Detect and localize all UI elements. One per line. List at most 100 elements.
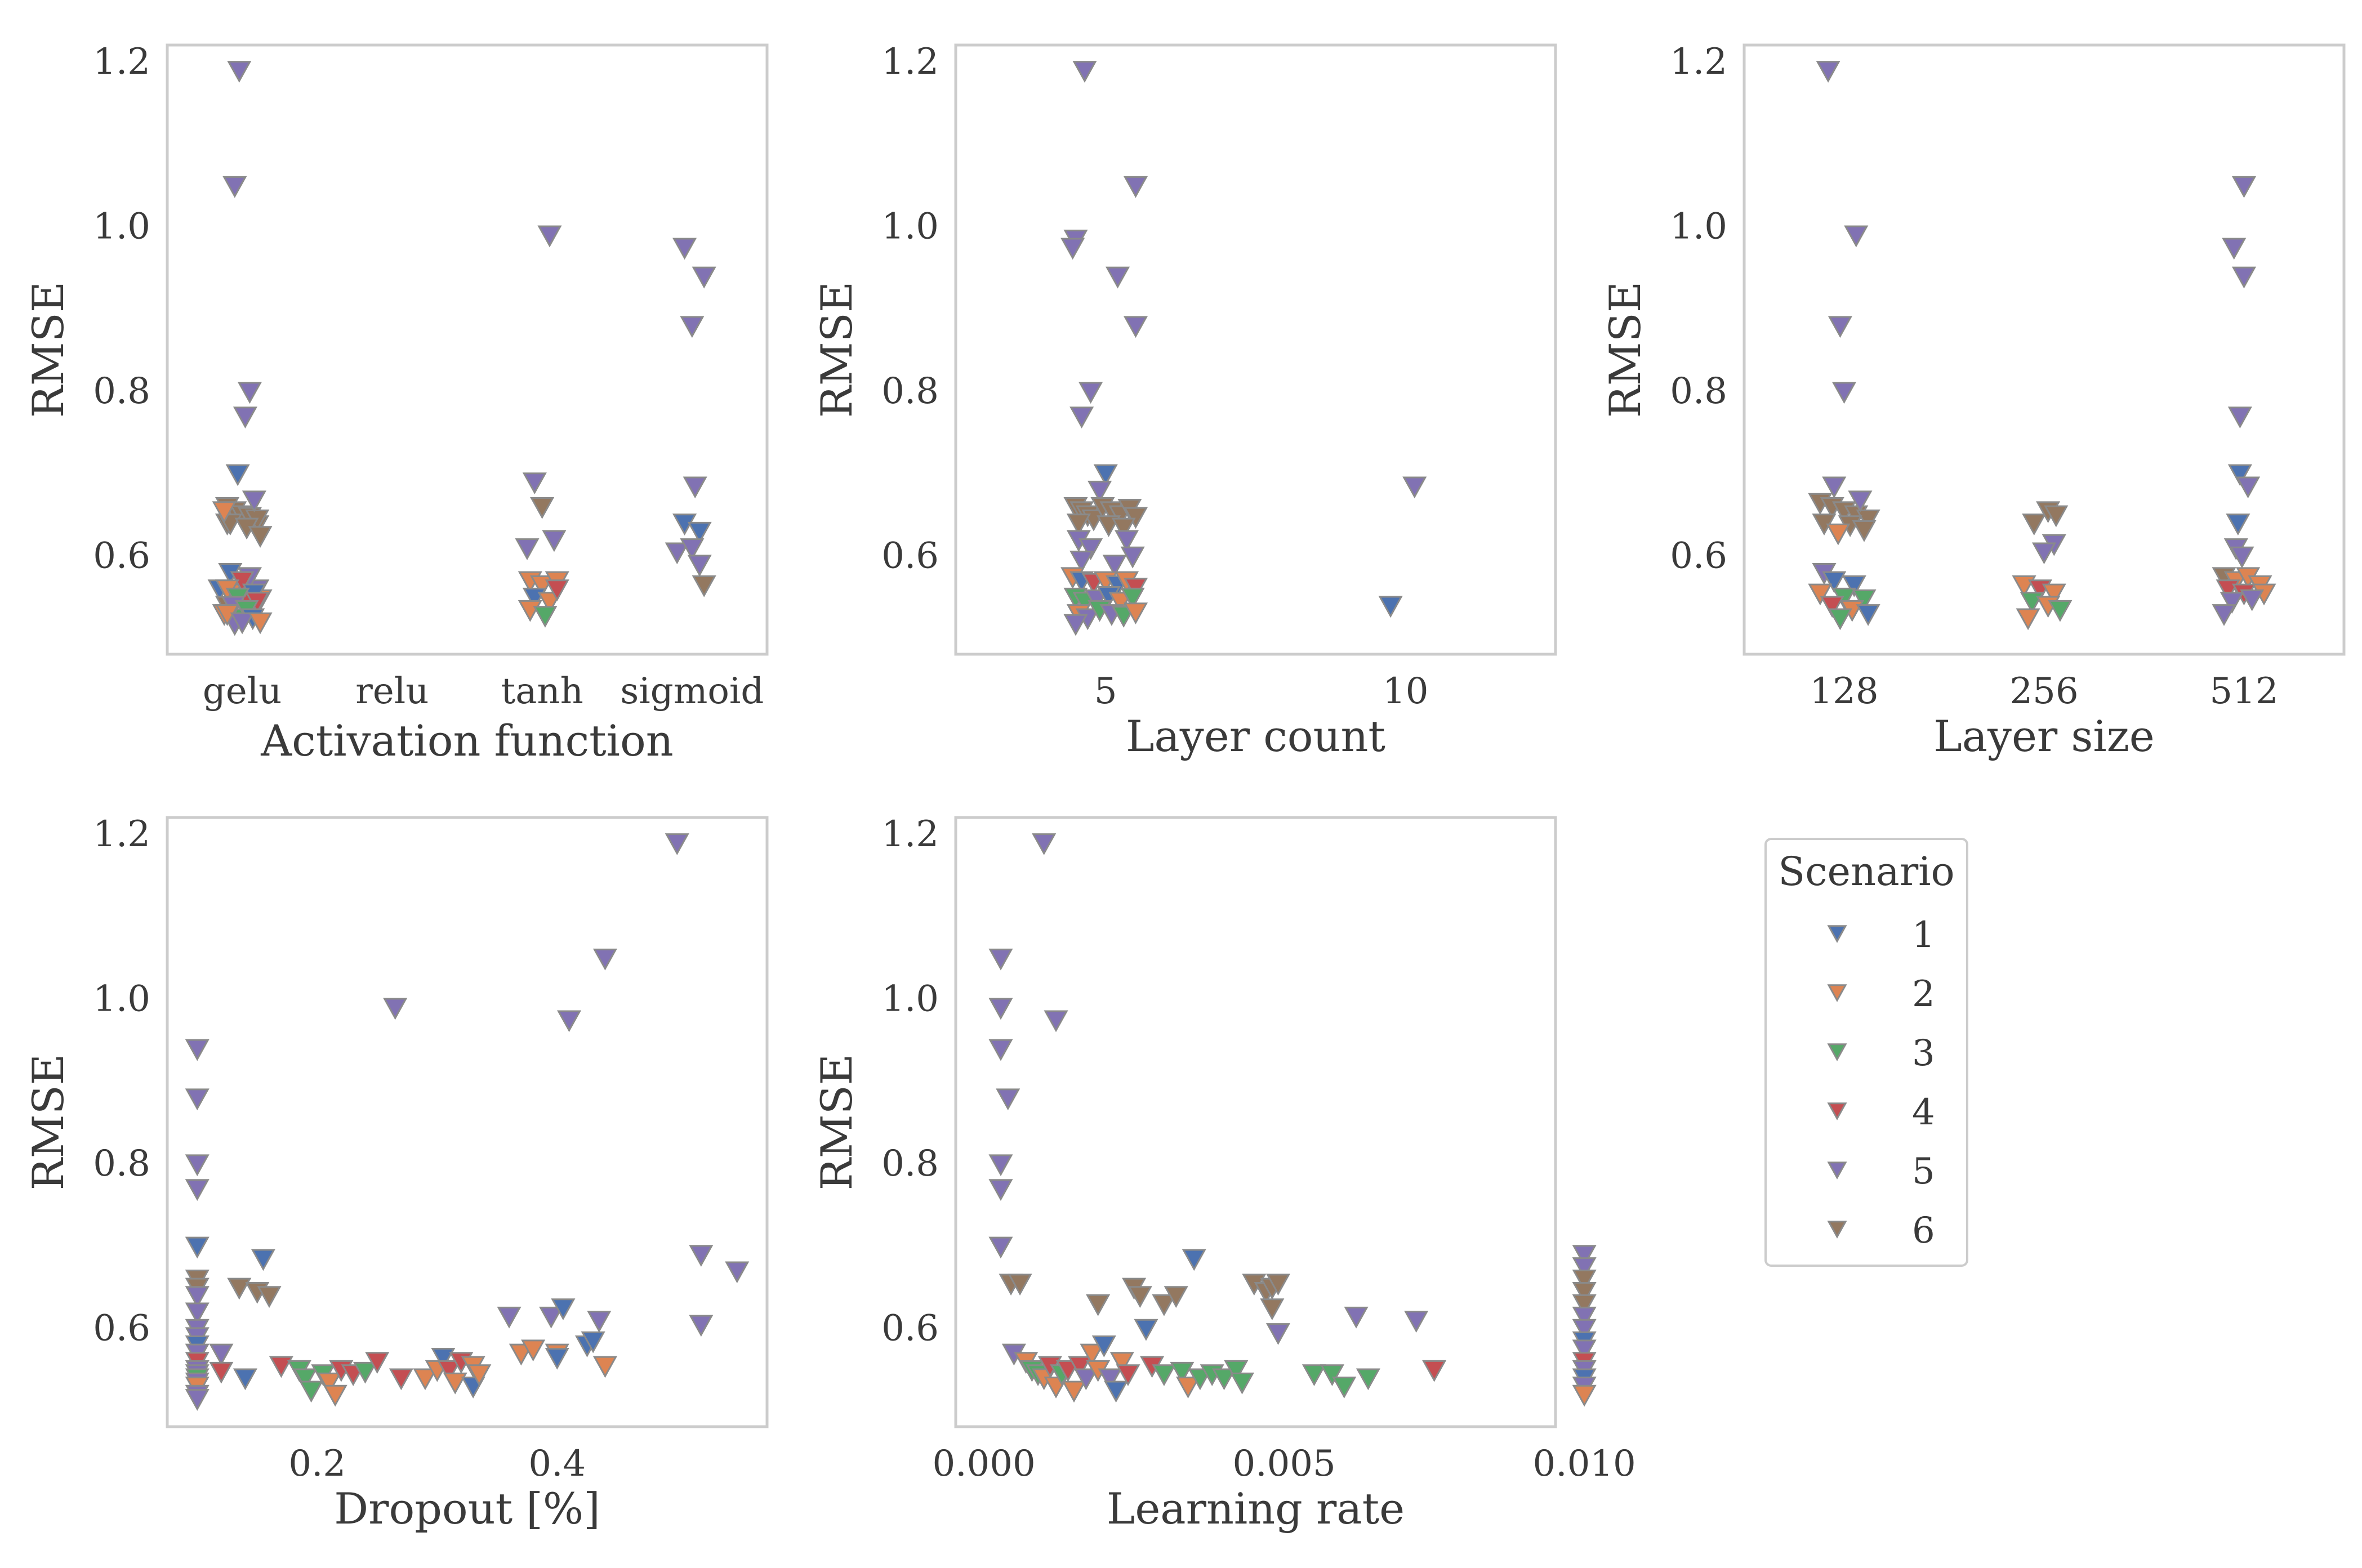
y-tick-label: 1.2: [1670, 41, 1727, 83]
scatter-point-scenario-2: [1080, 1343, 1104, 1366]
scatter-point-scenario-1: [251, 1249, 275, 1271]
scatter-point-scenario-5: [2227, 406, 2252, 429]
scatter-point-scenario-5: [522, 472, 547, 494]
scatter-point-scenario-1: [2226, 513, 2250, 536]
x-axis-label: Dropout [%]: [334, 1484, 600, 1534]
scatter-point-scenario-5: [672, 238, 697, 260]
legend-entry-5: 5: [1827, 1151, 1935, 1192]
legend-label-2: 2: [1912, 973, 1935, 1015]
scatter-point-scenario-6: [1123, 507, 1148, 529]
scatter-point-scenario-1: [233, 1368, 257, 1391]
scatter-point-scenario-6: [227, 1277, 252, 1300]
panels-root: 0.6 0.8 1.0 1.2 gelu relu tanh sigmoidActivatio…: [23, 41, 2346, 1534]
scatter-point-scenario-4: [1820, 596, 1844, 618]
scatter-point-scenario-5: [988, 998, 1013, 1020]
scatter-point-scenario-5: [242, 490, 266, 513]
scatter-point-scenario-4: [1068, 1356, 1093, 1378]
scatter-point-scenario-1: [431, 1347, 456, 1370]
scatter-point-scenario-6: [1066, 513, 1091, 536]
scatter-point-scenario-2: [1123, 602, 1148, 625]
scatter-point-scenario-5: [2240, 589, 2265, 611]
x-tick-label: 0.000: [932, 1443, 1035, 1485]
scatter-point-scenario-3: [1852, 589, 1877, 611]
scatter-point-scenario-5: [2222, 238, 2247, 260]
y-tick-label: 1.2: [93, 41, 150, 83]
x-tick-label: gelu: [203, 671, 282, 712]
scatter-point-scenario-2: [323, 1384, 347, 1407]
y-tick-label: 0.8: [1670, 370, 1727, 412]
scatter-point-scenario-5: [1079, 382, 1103, 404]
y-tick-label: 0.8: [881, 1143, 939, 1185]
scatter-point-scenario-5: [185, 1088, 210, 1111]
scatter-point-scenario-2: [212, 501, 237, 524]
x-axis-label: Layer size: [1933, 711, 2155, 761]
scatter-point-scenario-3: [1320, 1364, 1344, 1386]
scatter-point-scenario-5: [1822, 476, 1847, 499]
scatter-point-scenario-5: [2231, 266, 2257, 289]
y-axis-label: RMSE: [812, 282, 862, 418]
scatter-point-scenario-4: [209, 1361, 234, 1384]
x-tick-label: 0.2: [288, 1443, 346, 1485]
scatter-point-scenario-5: [1120, 546, 1145, 569]
scatter-point-scenario-5: [1572, 1306, 1597, 1329]
scatter-point-scenario-1: [1378, 596, 1403, 618]
scatter-point-scenario-6: [530, 497, 555, 519]
scatter-point-scenario-1: [1093, 464, 1118, 486]
y-tick-label: 1.0: [1670, 206, 1727, 248]
scatter-point-scenario-5: [497, 1306, 522, 1329]
scatter-point-scenario-2: [317, 1372, 342, 1395]
x-tick-label: 512: [2209, 671, 2278, 712]
panel-activation: 0.6 0.8 1.0 1.2 gelu relu tanh sigmoidActivatio…: [23, 41, 769, 766]
scatter-point-scenario-5: [1572, 1339, 1597, 1362]
scatter-point-scenario-3: [1170, 1361, 1195, 1384]
x-axis-label: Layer count: [1126, 711, 1385, 761]
y-axis-label: RMSE: [812, 1054, 862, 1191]
legend-frame: [1764, 838, 1968, 1267]
plot-frame: [166, 816, 769, 1428]
scatter-point-scenario-5: [185, 1154, 210, 1177]
scatter-point-scenario-5: [537, 225, 562, 248]
scatter-point-scenario-2: [1062, 1381, 1086, 1403]
legend-entry-1: 1: [1827, 914, 1935, 956]
scatter-point-scenario-6: [1265, 1274, 1291, 1296]
scatter-point-scenario-5: [185, 1389, 210, 1411]
scatter-point-scenario-1: [1822, 571, 1847, 593]
scatter-point-scenario-3: [533, 606, 558, 628]
x-tick-label: 256: [2009, 671, 2078, 712]
scatter-point-scenario-3: [1229, 1372, 1255, 1395]
scatter-point-scenario-5: [988, 1236, 1013, 1259]
y-tick-label: 0.6: [1670, 535, 1727, 577]
scatter-point-scenario-2: [1808, 583, 1833, 606]
markers: [185, 833, 750, 1411]
scatter-point-scenario-6: [1152, 1294, 1176, 1316]
scatter-point-scenario-6: [1856, 509, 1880, 531]
scatter-point-scenario-2: [2016, 608, 2040, 631]
scatter-point-scenario-1: [1104, 1381, 1129, 1403]
scatter-point-scenario-5: [1123, 176, 1148, 198]
scatter-point-scenario-5: [1848, 490, 1873, 513]
scatter-point-scenario-1: [1134, 1319, 1158, 1341]
scatter-point-scenario-2: [518, 600, 542, 622]
scatter-point-scenario-5: [1098, 1368, 1122, 1391]
scatter-point-scenario-5: [1402, 476, 1427, 499]
y-tick-label: 1.0: [881, 206, 939, 248]
scatter-point-scenario-5: [185, 1302, 210, 1325]
legend-entry-3: 3: [1827, 1033, 1935, 1074]
scatter-point-scenario-5: [1265, 1323, 1291, 1345]
markers: [207, 61, 716, 636]
scatter-point-scenario-5: [1102, 555, 1127, 577]
scatter-point-scenario-5: [689, 1245, 714, 1267]
plot-frame: [166, 43, 769, 656]
scatter-point-scenario-5: [1816, 61, 1840, 83]
markers: [1060, 61, 1427, 636]
scatter-point-scenario-5: [2231, 176, 2257, 198]
scatter-point-scenario-5: [988, 1154, 1013, 1177]
scatter-point-scenario-6: [2022, 513, 2047, 536]
scatter-point-scenario-2: [467, 1364, 492, 1386]
scatter-point-scenario-6: [1086, 1294, 1111, 1316]
panel-layer-size: 0.6 0.8 1.0 1.2 128 256 512 Layer size RMSE: [1600, 41, 2346, 761]
x-tick-label: 0.010: [1533, 1443, 1636, 1485]
scatter-point-scenario-1: [1091, 1335, 1116, 1357]
y-tick-label: 1.2: [881, 41, 939, 83]
x-tick-label: relu: [355, 671, 429, 712]
